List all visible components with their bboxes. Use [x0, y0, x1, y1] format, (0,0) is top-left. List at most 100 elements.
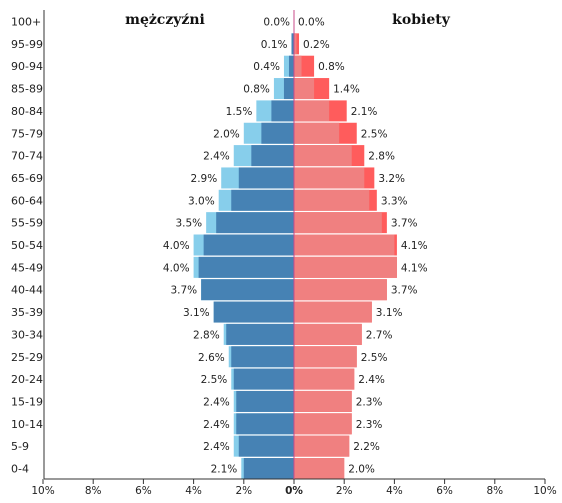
x-tick-label: 0%: [285, 485, 303, 497]
women-bars: [294, 33, 397, 479]
x-tick-label: 2%: [235, 485, 252, 497]
women-value-75-79: 2.5%: [361, 128, 388, 140]
men-value-100+: 0.0%: [263, 17, 290, 29]
women-bar-25-29: [294, 346, 357, 368]
x-tick-label: 10%: [533, 485, 556, 497]
women-bar-65-69: [294, 167, 365, 189]
women-bar-0-4: [294, 458, 345, 479]
age-group-labels: 100+ 95-99 90-94 85-89 80-84 75-79 70-74 65-69 6…: [11, 16, 43, 476]
women-value-55-59: 3.7%: [391, 218, 418, 230]
men-value-85-89: 0.8%: [243, 84, 270, 96]
men-value-5-9: 2.4%: [203, 441, 230, 453]
men-value-35-39: 3.1%: [183, 307, 210, 319]
men-bar-overlay-90-94: [283, 55, 294, 77]
x-tick-label: 10%: [31, 485, 54, 497]
men-bar-75-79: [261, 122, 294, 144]
men-value-75-79: 2.0%: [213, 128, 240, 140]
men-value-50-54: 4.0%: [163, 240, 190, 252]
women-bar-70-74: [294, 145, 352, 167]
women-series-label: kobiety: [392, 12, 451, 28]
women-bar-35-39: [294, 301, 372, 323]
women-value-80-84: 2.1%: [351, 106, 378, 118]
x-tick-label: 6%: [436, 485, 453, 497]
men-value-80-84: 1.5%: [226, 106, 253, 118]
men-value-10-14: 2.4%: [203, 419, 230, 431]
women-value-100+: 0.0%: [298, 17, 325, 29]
women-bar-95-99: [294, 33, 297, 55]
women-value-45-49: 4.1%: [401, 262, 428, 274]
men-bar-0-4: [243, 458, 294, 479]
women-bar-85-89: [294, 78, 315, 100]
age-label-90-94: 90-94: [11, 60, 43, 73]
women-bar-5-9: [294, 435, 350, 457]
x-tick-label: 8%: [85, 485, 102, 497]
age-label-65-69: 65-69: [11, 172, 43, 185]
men-bar-70-74: [251, 145, 294, 167]
women-bar-80-84: [294, 100, 330, 122]
men-value-90-94: 0.4%: [253, 61, 280, 73]
age-label-100+: 100+: [11, 16, 41, 29]
men-bar-85-89: [283, 78, 294, 100]
men-value-70-74: 2.4%: [203, 151, 230, 163]
men-bar-50-54: [203, 234, 294, 256]
x-tick-label: 4%: [386, 485, 403, 497]
women-bar-45-49: [294, 256, 397, 278]
age-label-30-34: 30-34: [11, 328, 43, 341]
women-bar-90-94: [294, 55, 302, 77]
age-label-0-4: 0-4: [11, 463, 29, 476]
women-bar-40-44: [294, 279, 387, 301]
men-bar-35-39: [213, 301, 294, 323]
women-bar-50-54: [294, 234, 395, 256]
age-label-75-79: 75-79: [11, 127, 43, 140]
women-bar-75-79: [294, 122, 340, 144]
men-bar-65-69: [238, 167, 294, 189]
women-value-40-44: 3.7%: [391, 285, 418, 297]
men-bar-25-29: [231, 346, 294, 368]
x-tick-label: 2%: [336, 485, 353, 497]
men-value-25-29: 2.6%: [198, 352, 225, 364]
age-label-10-14: 10-14: [11, 418, 43, 431]
men-bar-40-44: [201, 279, 294, 301]
men-series-label: mężczyźni: [125, 12, 205, 28]
men-value-65-69: 2.9%: [191, 173, 218, 185]
women-value-0-4: 2.0%: [348, 464, 375, 476]
women-value-35-39: 3.1%: [376, 307, 403, 319]
age-label-25-29: 25-29: [11, 351, 43, 364]
age-label-55-59: 55-59: [11, 217, 43, 230]
men-value-45-49: 4.0%: [163, 262, 190, 274]
men-value-15-19: 2.4%: [203, 396, 230, 408]
men-bar-5-9: [238, 435, 294, 457]
women-value-15-19: 2.3%: [356, 396, 383, 408]
age-label-5-9: 5-9: [11, 440, 29, 453]
women-value-95-99: 0.2%: [303, 39, 330, 51]
x-tick-label: 6%: [135, 485, 152, 497]
women-bar-60-64: [294, 189, 370, 211]
women-value-60-64: 3.3%: [381, 195, 408, 207]
age-label-80-84: 80-84: [11, 105, 43, 118]
men-bar-45-49: [198, 256, 294, 278]
men-bar-95-99: [291, 33, 294, 55]
men-value-60-64: 3.0%: [188, 195, 215, 207]
women-value-90-94: 0.8%: [318, 61, 345, 73]
age-label-50-54: 50-54: [11, 239, 43, 252]
x-tick-label: 4%: [185, 485, 202, 497]
age-label-60-64: 60-64: [11, 194, 43, 207]
women-value-50-54: 4.1%: [401, 240, 428, 252]
women-value-10-14: 2.3%: [356, 419, 383, 431]
men-bar-80-84: [271, 100, 294, 122]
women-value-5-9: 2.2%: [353, 441, 380, 453]
women-bar-30-34: [294, 323, 362, 345]
age-label-45-49: 45-49: [11, 261, 43, 274]
value-labels: 0.0% 0.0% 0.1% 0.2% 0.4% 0.8% 0.8% 1.4% 1.5% 2.1%…: [163, 17, 428, 476]
age-label-85-89: 85-89: [11, 83, 43, 96]
age-label-15-19: 15-19: [11, 395, 43, 408]
men-bar-60-64: [231, 189, 294, 211]
men-bar-15-19: [236, 390, 294, 412]
age-label-20-24: 20-24: [11, 373, 43, 386]
age-label-40-44: 40-44: [11, 284, 43, 297]
age-label-35-39: 35-39: [11, 306, 43, 319]
men-value-20-24: 2.5%: [201, 374, 228, 386]
men-bars: [193, 33, 294, 479]
men-value-40-44: 3.7%: [170, 285, 197, 297]
